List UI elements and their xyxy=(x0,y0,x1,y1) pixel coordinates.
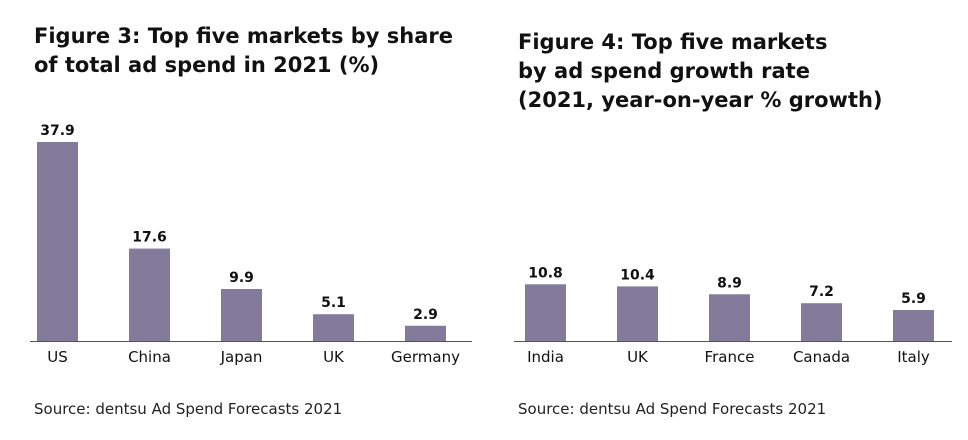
figure-4-category-label: India xyxy=(527,348,564,366)
figure-4-category-label: Canada xyxy=(793,348,850,366)
figure-4-bar-italy xyxy=(893,310,934,341)
figure-3-bar-japan xyxy=(221,289,262,341)
figure-3-panel: Figure 3: Top five markets by share of t… xyxy=(0,0,480,440)
figure-3-title-line-2: of total ad spend in 2021 (%) xyxy=(34,53,380,77)
figure-3-bar-chart: 37.9 US 17.6 China 9.9 Japan 5.1 UK 2.9 Germany xyxy=(30,123,472,366)
figure-4-source: Source: dentsu Ad Spend Forecasts 2021 xyxy=(518,400,827,418)
figure-3-title: Figure 3: Top five markets by share of t… xyxy=(34,22,464,80)
figure-3-category-label: UK xyxy=(323,348,345,366)
figure-4-title-line-3: (2021, year-on-year % growth) xyxy=(518,88,883,112)
figure-3-category-label: Japan xyxy=(220,348,263,366)
figure-4-bar-india xyxy=(525,284,566,341)
figure-4-category-label: Italy xyxy=(897,348,930,366)
figure-3-value-label: 37.9 xyxy=(40,123,75,139)
figure-4-value-label: 5.9 xyxy=(901,291,926,307)
figure-3-category-label: US xyxy=(47,348,68,366)
figure-3-value-label: 17.6 xyxy=(132,230,167,246)
figure-4-value-label: 7.2 xyxy=(809,284,834,300)
figure-4-value-label: 8.9 xyxy=(717,275,742,291)
figure-3-bar-uk xyxy=(313,314,354,341)
figure-3-category-label: China xyxy=(128,348,171,366)
figure-4-bar-france xyxy=(709,294,750,341)
figure-3-value-label: 2.9 xyxy=(413,307,438,323)
figure-4-title-line-1: Figure 4: Top five markets xyxy=(518,30,828,54)
figure-4-category-label: UK xyxy=(627,348,649,366)
figure-4-category-label: France xyxy=(705,348,755,366)
figure-4-title: Figure 4: Top five markets by ad spend g… xyxy=(518,28,938,115)
figure-4-panel: Figure 4: Top five markets by ad spend g… xyxy=(484,0,968,440)
figure-3-value-label: 9.9 xyxy=(229,270,254,286)
figure-3-bar-china xyxy=(129,248,170,341)
figure-4-value-label: 10.8 xyxy=(528,265,563,281)
figure-4-bar-chart: 10.8 India 10.4 UK 8.9 France 7.2 Canada 5.9 Ital… xyxy=(514,265,952,366)
figure-3-bar-germany xyxy=(405,325,446,341)
figure-3-value-label: 5.1 xyxy=(321,295,346,311)
figure-3-bar-us xyxy=(37,142,78,341)
figure-3-title-line-1: Figure 3: Top five markets by share xyxy=(34,24,454,48)
figure-4-bar-uk xyxy=(617,286,658,341)
figure-4-value-label: 10.4 xyxy=(620,267,655,283)
figure-3-category-label: Germany xyxy=(391,348,460,366)
figure-3-source: Source: dentsu Ad Spend Forecasts 2021 xyxy=(34,400,343,418)
figure-4-bar-canada xyxy=(801,303,842,341)
figure-4-title-line-2: by ad spend growth rate xyxy=(518,59,810,83)
